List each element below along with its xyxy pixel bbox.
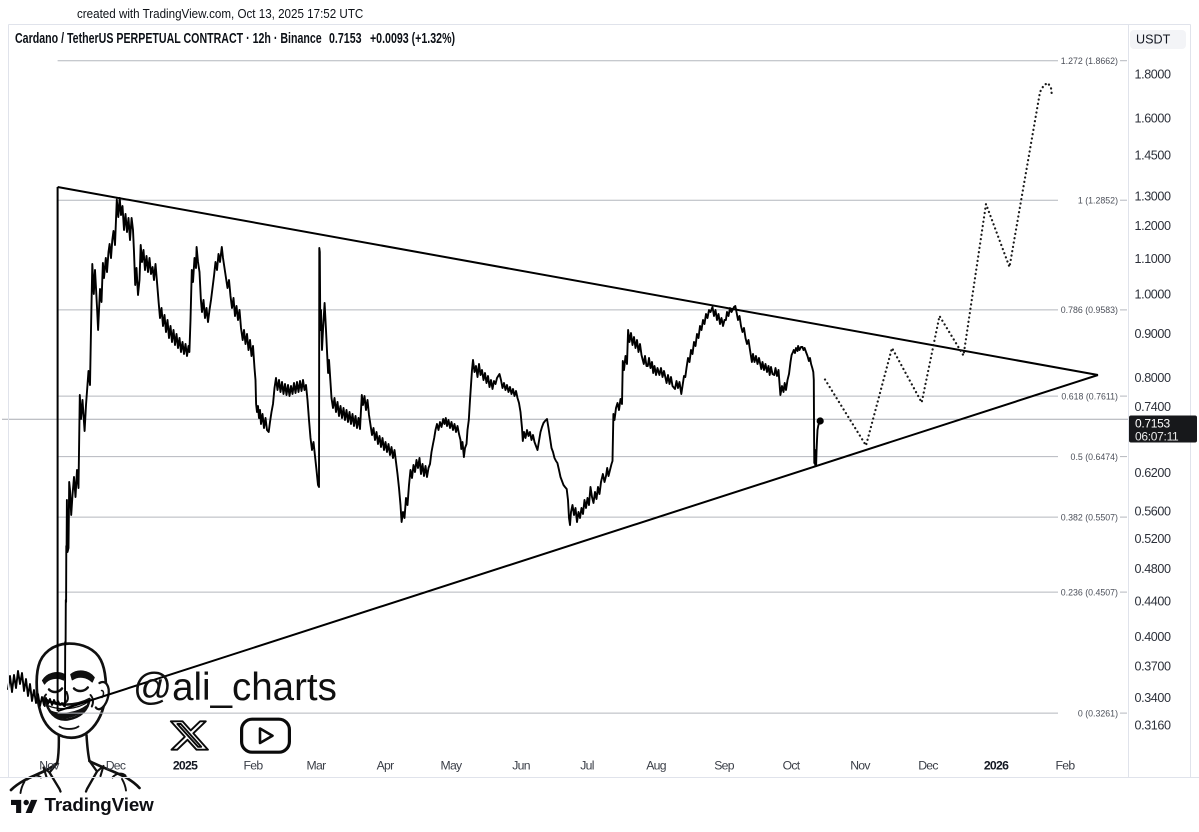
- svg-text:Mar: Mar: [307, 759, 327, 773]
- svg-text:Feb: Feb: [244, 759, 264, 773]
- svg-text:2025: 2025: [173, 759, 198, 773]
- svg-text:Nov: Nov: [39, 759, 60, 773]
- svg-text:0.786 (0.9583): 0.786 (0.9583): [1061, 305, 1118, 315]
- svg-text:0.236 (0.4507): 0.236 (0.4507): [1061, 587, 1118, 597]
- svg-text:0.7153: 0.7153: [1135, 416, 1171, 430]
- svg-text:1.6000: 1.6000: [1135, 112, 1172, 126]
- svg-text:0.5200: 0.5200: [1135, 532, 1172, 546]
- svg-text:0.3700: 0.3700: [1135, 659, 1172, 673]
- svg-text:0.8000: 0.8000: [1135, 371, 1172, 385]
- svg-text:0.3400: 0.3400: [1135, 691, 1172, 705]
- svg-text:Aug: Aug: [646, 759, 666, 773]
- svg-text:Dec: Dec: [106, 759, 126, 773]
- svg-text:0.4800: 0.4800: [1135, 562, 1172, 576]
- svg-text:Sep: Sep: [714, 759, 735, 773]
- svg-text:06:07:11: 06:07:11: [1135, 429, 1179, 443]
- svg-text:0.6200: 0.6200: [1135, 466, 1172, 480]
- svg-text:1.3000: 1.3000: [1135, 189, 1172, 203]
- svg-text:1.4500: 1.4500: [1135, 148, 1172, 162]
- svg-text:Oct: Oct: [783, 759, 801, 773]
- svg-text:Jun: Jun: [512, 759, 530, 773]
- svg-text:0.3160: 0.3160: [1135, 718, 1172, 732]
- svg-text:Dec: Dec: [918, 759, 938, 773]
- svg-text:Nov: Nov: [850, 759, 871, 773]
- svg-text:USDT: USDT: [1136, 33, 1171, 47]
- svg-text:0.382 (0.5507): 0.382 (0.5507): [1061, 512, 1118, 522]
- svg-text:@ali_charts: @ali_charts: [133, 666, 337, 709]
- svg-text:0.4000: 0.4000: [1135, 630, 1172, 644]
- svg-text:1.2000: 1.2000: [1135, 219, 1172, 233]
- svg-text:0.9000: 0.9000: [1135, 327, 1172, 341]
- svg-text:May: May: [441, 759, 464, 773]
- svg-text:0.618 (0.7611): 0.618 (0.7611): [1061, 391, 1118, 401]
- svg-text:Feb: Feb: [1056, 759, 1076, 773]
- svg-text:1.8000: 1.8000: [1135, 68, 1172, 82]
- svg-text:1.1000: 1.1000: [1135, 252, 1172, 266]
- svg-text:1 (1.2852): 1 (1.2852): [1078, 196, 1118, 206]
- svg-text:2026: 2026: [984, 759, 1009, 773]
- svg-text:0.5600: 0.5600: [1135, 504, 1172, 518]
- svg-text:0.4400: 0.4400: [1135, 594, 1172, 608]
- svg-text:TradingView: TradingView: [45, 794, 155, 815]
- svg-text:0 (0.3261): 0 (0.3261): [1078, 708, 1118, 718]
- svg-text:1.0000: 1.0000: [1135, 287, 1172, 301]
- svg-text:1.272 (1.8662): 1.272 (1.8662): [1061, 56, 1118, 66]
- svg-text:0.7400: 0.7400: [1135, 400, 1172, 414]
- svg-text:0.5 (0.6474): 0.5 (0.6474): [1071, 452, 1119, 462]
- svg-text:Jul: Jul: [580, 759, 593, 773]
- svg-text:Apr: Apr: [377, 759, 395, 773]
